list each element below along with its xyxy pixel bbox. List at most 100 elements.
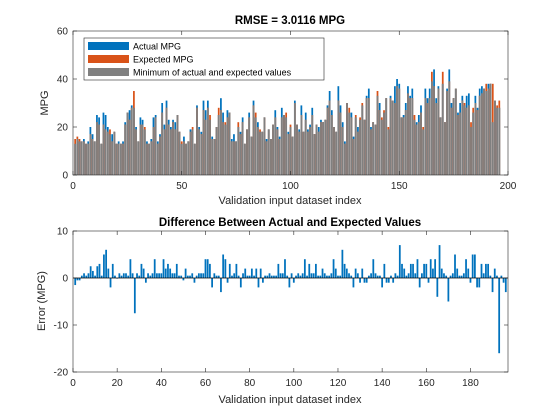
bar-minimum-138 bbox=[372, 122, 375, 175]
bar-minimum-169 bbox=[439, 117, 442, 175]
error-bar-176 bbox=[460, 275, 463, 278]
bar-minimum-185 bbox=[474, 103, 477, 175]
error-bar-156 bbox=[416, 259, 419, 278]
error-bar-69 bbox=[224, 259, 227, 278]
bar-minimum-191 bbox=[487, 88, 490, 175]
bar-minimum-94 bbox=[276, 129, 279, 175]
error-bar-123 bbox=[343, 263, 346, 278]
bar-minimum-194 bbox=[494, 100, 496, 175]
legend-label-expected: Expected MPG bbox=[133, 55, 194, 65]
bar-minimum-86 bbox=[259, 131, 261, 175]
bar-minimum-10 bbox=[93, 141, 96, 175]
bar-minimum-61 bbox=[204, 119, 207, 175]
bar-minimum-26 bbox=[128, 119, 131, 175]
error-bar-196 bbox=[504, 278, 507, 293]
bar-minimum-145 bbox=[387, 129, 390, 175]
bar-minimum-187 bbox=[478, 95, 481, 175]
bar-minimum-125 bbox=[344, 143, 346, 175]
error-bar-129 bbox=[356, 273, 359, 278]
bar-minimum-36 bbox=[150, 141, 153, 175]
bar-minimum-57 bbox=[196, 107, 198, 175]
error-bar-34 bbox=[147, 273, 149, 278]
error-bar-84 bbox=[257, 278, 260, 288]
error-bar-99 bbox=[290, 273, 293, 278]
error-bar-41 bbox=[162, 259, 165, 278]
bar-minimum-117 bbox=[326, 107, 329, 175]
bar-minimum-139 bbox=[374, 124, 377, 175]
top-chart: RMSE = 3.0116 MPG 0 50 100 150 200 0 20 40 60 Va… bbox=[39, 15, 517, 207]
bar-minimum-40 bbox=[159, 136, 161, 175]
error-bar-95 bbox=[281, 273, 284, 278]
bar-minimum-21 bbox=[117, 143, 120, 175]
error-bar-167 bbox=[440, 268, 443, 278]
top-chart-ylabel: MPG bbox=[39, 90, 51, 115]
bar-minimum-56 bbox=[193, 143, 196, 175]
error-bar-182 bbox=[473, 254, 476, 278]
y-tick-label: 0 bbox=[62, 274, 68, 285]
bar-minimum-144 bbox=[385, 98, 388, 175]
bar-minimum-78 bbox=[241, 122, 244, 175]
error-bar-3 bbox=[78, 278, 81, 281]
error-bar-85 bbox=[259, 268, 262, 278]
bar-minimum-120 bbox=[333, 127, 335, 175]
bar-minimum-91 bbox=[270, 139, 272, 175]
bar-minimum-66 bbox=[215, 127, 218, 175]
bar-minimum-11 bbox=[96, 122, 98, 175]
bar-minimum-65 bbox=[213, 139, 216, 175]
bar-minimum-135 bbox=[365, 98, 368, 175]
bar-minimum-46 bbox=[172, 122, 174, 175]
y-tick-label: 60 bbox=[57, 27, 69, 38]
bar-minimum-116 bbox=[324, 119, 327, 175]
y-tick-label: 0 bbox=[62, 171, 68, 182]
error-bar-122 bbox=[341, 249, 344, 278]
error-bar-187 bbox=[485, 263, 487, 278]
error-bar-166 bbox=[438, 245, 441, 278]
bar-minimum-126 bbox=[346, 103, 348, 175]
bar-minimum-87 bbox=[261, 131, 264, 175]
error-bar-112 bbox=[319, 275, 322, 278]
error-bar-4 bbox=[80, 275, 83, 278]
bar-minimum-178 bbox=[459, 112, 462, 175]
error-bar-165 bbox=[436, 278, 439, 297]
error-bar-23 bbox=[122, 273, 125, 278]
error-bar-157 bbox=[418, 278, 421, 288]
error-bar-57 bbox=[197, 273, 200, 278]
bar-minimum-141 bbox=[378, 110, 381, 175]
error-bar-126 bbox=[350, 275, 353, 278]
bar-minimum-38 bbox=[154, 117, 157, 175]
error-bar-70 bbox=[226, 278, 229, 283]
error-bar-93 bbox=[277, 263, 280, 278]
error-bar-137 bbox=[374, 273, 377, 278]
bar-minimum-77 bbox=[239, 134, 242, 175]
bar-minimum-110 bbox=[311, 115, 314, 175]
error-bar-78 bbox=[244, 268, 247, 278]
bar-minimum-28 bbox=[133, 107, 135, 175]
error-bar-97 bbox=[286, 275, 289, 278]
bar-minimum-45 bbox=[170, 129, 172, 175]
bar-minimum-97 bbox=[283, 115, 285, 175]
error-bar-55 bbox=[193, 278, 196, 283]
error-bar-35 bbox=[149, 275, 152, 278]
bar-minimum-24 bbox=[124, 124, 127, 175]
bar-minimum-196 bbox=[498, 107, 501, 175]
error-bar-120 bbox=[337, 275, 339, 278]
error-bar-140 bbox=[381, 278, 384, 288]
bar-minimum-84 bbox=[254, 117, 257, 175]
error-bar-121 bbox=[339, 275, 342, 278]
error-bar-22 bbox=[120, 275, 123, 278]
error-bar-141 bbox=[383, 263, 386, 278]
bar-minimum-136 bbox=[367, 98, 370, 175]
bar-minimum-156 bbox=[411, 98, 414, 175]
bottom-chart-axes-box bbox=[72, 230, 509, 373]
error-bar-24 bbox=[125, 273, 127, 278]
bar-minimum-122 bbox=[337, 100, 340, 175]
y-tick-label: 40 bbox=[57, 75, 69, 86]
error-bar-180 bbox=[469, 278, 472, 283]
bar-minimum-72 bbox=[228, 112, 231, 175]
bar-minimum-85 bbox=[257, 127, 259, 175]
error-bar-18 bbox=[111, 263, 114, 278]
error-bar-39 bbox=[158, 273, 160, 278]
error-bar-71 bbox=[228, 263, 231, 278]
error-bar-74 bbox=[235, 263, 238, 278]
bar-minimum-152 bbox=[402, 117, 405, 175]
